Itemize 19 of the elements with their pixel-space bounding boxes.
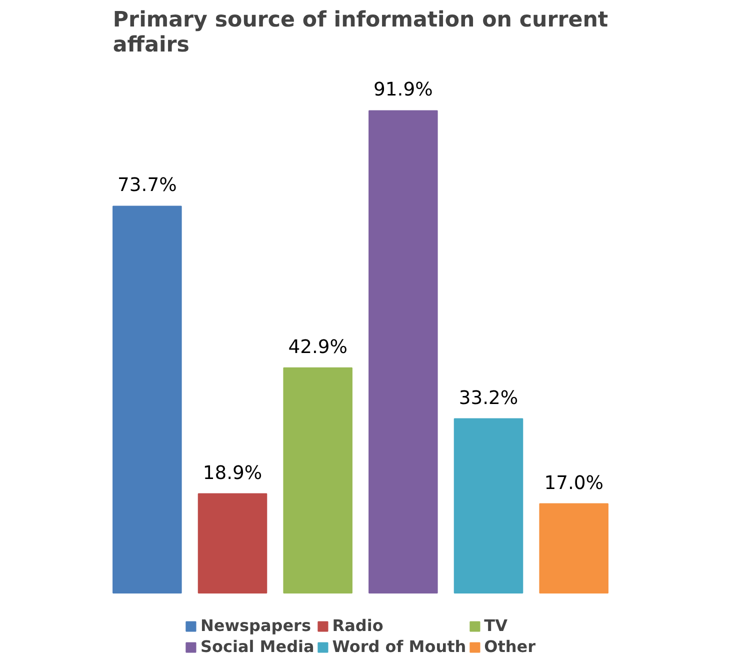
- chart-title: Primary source of information on current affairs: [112, 8, 608, 58]
- legend-label: Newspapers: [200, 616, 311, 635]
- bar: [539, 503, 608, 594]
- legend-label: Word of Mouth: [332, 637, 466, 656]
- data-label: 18.9%: [202, 462, 262, 484]
- bar: [283, 367, 352, 594]
- data-label: 73.7%: [118, 175, 177, 196]
- bar: [454, 418, 524, 594]
- bar: [198, 493, 268, 594]
- bar: [112, 206, 182, 594]
- data-label: 91.9%: [374, 80, 433, 101]
- legend-label: Other: [484, 637, 536, 656]
- legend-label: Radio: [332, 616, 384, 635]
- bar: [368, 110, 438, 594]
- data-label: 17.0%: [544, 472, 604, 494]
- data-label: 42.9%: [288, 336, 348, 358]
- legend-label: TV: [484, 616, 508, 635]
- legend-label: Social Media: [200, 637, 314, 656]
- data-label: 33.2%: [458, 388, 518, 409]
